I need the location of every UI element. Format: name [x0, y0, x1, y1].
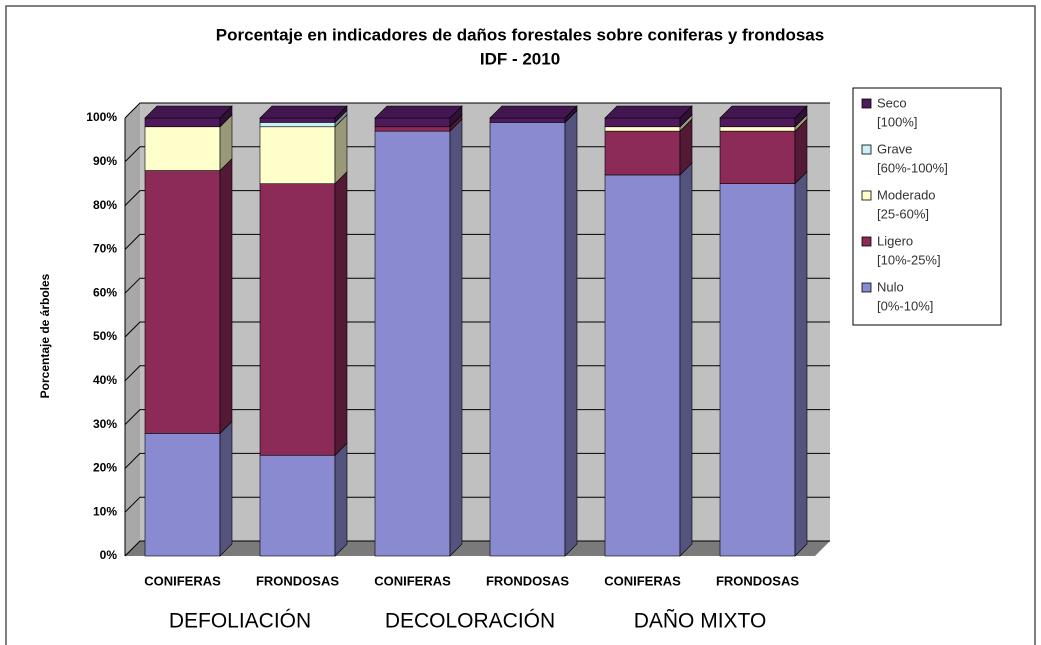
legend-label: Nulo: [877, 279, 904, 294]
bar-segment: [374, 117, 451, 128]
bar-segment: [374, 130, 451, 557]
grid-line: [124, 365, 830, 382]
bar-segment: [604, 130, 681, 176]
bar-top: [489, 105, 578, 119]
bar-side: [794, 170, 808, 557]
grid-line: [124, 146, 830, 163]
x-tick-label: CONIFERAS: [144, 573, 221, 588]
bar-segment: [719, 126, 796, 132]
x-tick-label: FRONDOSAS: [486, 573, 569, 588]
bar-segment: [719, 130, 796, 185]
y-tick-label: 50%: [93, 329, 117, 343]
y-tick-label: 40%: [93, 373, 117, 387]
bar-segment: [144, 117, 221, 128]
legend-range: [10%-25%]: [877, 252, 941, 267]
group-label: DAÑO MIXTO: [634, 609, 767, 633]
bar-segment: [259, 122, 336, 128]
grid-line: [124, 321, 830, 338]
bar-top: [259, 105, 348, 119]
grid-line: [124, 233, 830, 250]
x-tick-label: CONIFERAS: [374, 573, 451, 588]
grid-line: [124, 102, 830, 119]
bar-segment: [259, 454, 336, 557]
legend-swatch: [861, 282, 872, 293]
grid-line: [124, 409, 830, 425]
bar-segment: [144, 433, 221, 557]
legend: [852, 87, 1002, 326]
grid-line: [124, 452, 830, 469]
bar-top: [719, 105, 808, 119]
bar-segment: [259, 126, 336, 185]
bar-segment: [489, 122, 566, 557]
grid-line: [124, 540, 830, 557]
bar-segment: [604, 117, 681, 128]
bar-segment: [374, 126, 451, 132]
legend-swatch: [861, 144, 872, 155]
bar-segment: [604, 174, 681, 557]
grid-line: [124, 190, 830, 206]
bar-side: [219, 157, 233, 435]
y-tick-label: 10%: [93, 504, 117, 518]
bar-segment: [259, 117, 336, 123]
bar-top: [374, 105, 463, 119]
y-tick-label: 0%: [100, 548, 118, 562]
chart-title: Porcentaje en indicadores de daños fores…: [216, 25, 824, 44]
bar-side: [564, 109, 578, 557]
bar-top: [604, 105, 693, 119]
legend-label: Grave: [877, 141, 912, 156]
y-tick-label: 80%: [93, 198, 117, 212]
bar-segment: [144, 126, 221, 171]
y-tick-label: 20%: [93, 461, 117, 475]
bar-side: [449, 118, 463, 557]
y-tick-label: 60%: [93, 285, 117, 299]
grid-line: [124, 496, 830, 513]
y-tick-label: 30%: [93, 417, 117, 431]
y-axis-label: Porcentaje de árboles: [38, 273, 52, 398]
bar-segment: [604, 126, 681, 132]
legend-swatch: [861, 190, 872, 201]
x-tick-label: FRONDOSAS: [256, 573, 339, 588]
bar-segment: [489, 117, 566, 123]
legend-range: [0%-10%]: [877, 298, 933, 313]
group-label: DECOLORACIÓN: [385, 610, 555, 633]
y-tick-label: 100%: [86, 110, 117, 124]
grid-line: [124, 277, 830, 294]
bar-side: [334, 170, 348, 456]
legend-label: Ligero: [877, 233, 913, 248]
legend-swatch: [861, 236, 872, 247]
bar-side: [219, 420, 233, 557]
y-tick-label: 70%: [93, 242, 117, 256]
legend-swatch: [861, 98, 872, 109]
chart-subtitle: IDF - 2010: [480, 49, 560, 68]
legend-range: [100%]: [877, 114, 917, 129]
x-tick-label: FRONDOSAS: [716, 573, 799, 588]
bar-side: [334, 442, 348, 557]
bar-segment: [144, 170, 221, 434]
bar-top: [144, 105, 233, 119]
legend-label: Seco: [877, 95, 907, 110]
group-label: DEFOLIACIÓN: [169, 610, 311, 633]
x-tick-label: CONIFERAS: [604, 573, 681, 588]
bar-side: [679, 162, 693, 557]
legend-range: [25-60%]: [877, 206, 929, 221]
legend-label: Moderado: [877, 187, 936, 202]
bar-segment: [719, 117, 796, 128]
bar-segment: [259, 183, 336, 456]
legend-range: [60%-100%]: [877, 160, 948, 175]
bar-segment: [719, 183, 796, 557]
y-tick-label: 90%: [93, 154, 117, 168]
